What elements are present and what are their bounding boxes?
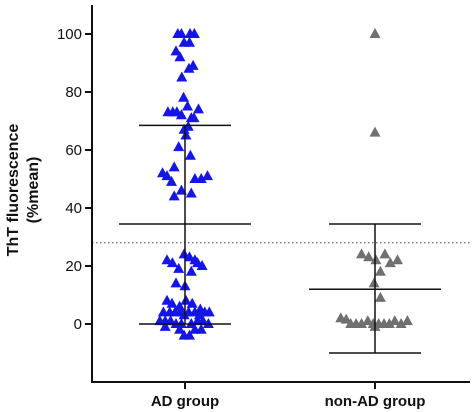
data-point-triangle [196,260,208,270]
data-point-triangle [202,318,214,328]
data-point-triangle [193,103,204,114]
data-point-triangle [389,315,401,326]
data-point-triangle [356,248,367,259]
y-axis-title-line1: ThT fluorescence [5,124,22,257]
data-point-triangle [185,265,197,276]
data-point-triangle [369,126,381,137]
data-point-triangle [178,123,190,134]
data-point-triangle [173,262,185,273]
data-point-triangle [173,141,185,152]
data-point-triangle [170,45,182,56]
data-point-triangle [178,309,190,320]
y-tick-label: 0 [74,316,82,333]
data-point-triangle [384,257,396,268]
y-tick-label: 60 [65,142,82,159]
data-point-triangle [175,184,187,195]
y-axis-title-line2: (%mean) [25,157,42,224]
data-point-triangle [183,62,195,73]
data-point-triangle [166,297,178,308]
data-point-triangle [186,297,198,308]
summary-bars [119,124,441,354]
data-point-triangle [383,318,395,328]
data-point-triangle [178,91,190,102]
data-point-triangle [178,248,190,259]
data-point-triangle [368,277,380,288]
data-point-triangle [369,28,381,38]
data-point-triangle [188,112,200,123]
data-points [154,28,413,340]
data-point-triangle [395,318,407,328]
data-point-triangle [195,173,207,183]
data-point-triangle [374,291,386,302]
data-point-triangle [340,313,352,324]
data-point-triangle [362,315,374,326]
data-point-triangle [202,170,213,181]
data-point-triangle [184,149,196,160]
data-point-triangle [174,300,186,311]
y-tick-label: 100 [57,26,82,43]
data-point-triangle [180,129,192,140]
data-point-triangle [176,71,188,82]
data-point-triangle [184,251,195,262]
data-point-triangle [370,254,382,265]
data-point-triangle [165,315,177,326]
data-point-triangle [174,323,186,334]
data-point-triangle [170,277,182,288]
data-point-triangle [363,251,375,262]
data-point-triangle [168,161,180,172]
data-point-triangle [184,36,195,47]
data-point-triangle [175,28,187,38]
data-point-triangle [161,170,173,181]
data-point-triangle [166,175,177,186]
x-category-label: AD group [151,393,219,410]
data-point-triangle [184,329,195,340]
axes [91,5,470,383]
y-axis-ticks: 0 20 40 60 80 100 [57,26,92,333]
data-point-triangle [203,306,215,317]
data-point-triangle [379,248,391,259]
data-point-triangle [180,294,192,305]
data-point-triangle [185,187,197,198]
data-point-triangle [182,100,194,111]
data-point-triangle [161,254,173,265]
x-axis-categories: AD group non-AD group [151,382,426,410]
data-point-triangle [166,257,178,268]
data-point-triangle [356,318,367,328]
data-point-triangle [175,109,187,120]
y-axis-title: ThT fluorescence (%mean) [5,124,42,257]
data-point-triangle [175,318,187,328]
y-tick-label: 40 [65,200,82,217]
data-point-triangle [174,51,186,62]
data-point-triangle [392,254,403,265]
data-point-triangle [197,315,209,326]
data-point-triangle [168,190,180,201]
y-tick-label: 80 [65,84,82,101]
data-point-triangle [188,28,200,38]
data-point-triangle [401,315,413,326]
y-tick-label: 20 [65,258,82,275]
data-point-triangle [374,265,386,276]
data-point-triangle [195,323,207,334]
data-point-triangle [159,320,171,331]
x-category-label: non-AD group [325,393,426,410]
